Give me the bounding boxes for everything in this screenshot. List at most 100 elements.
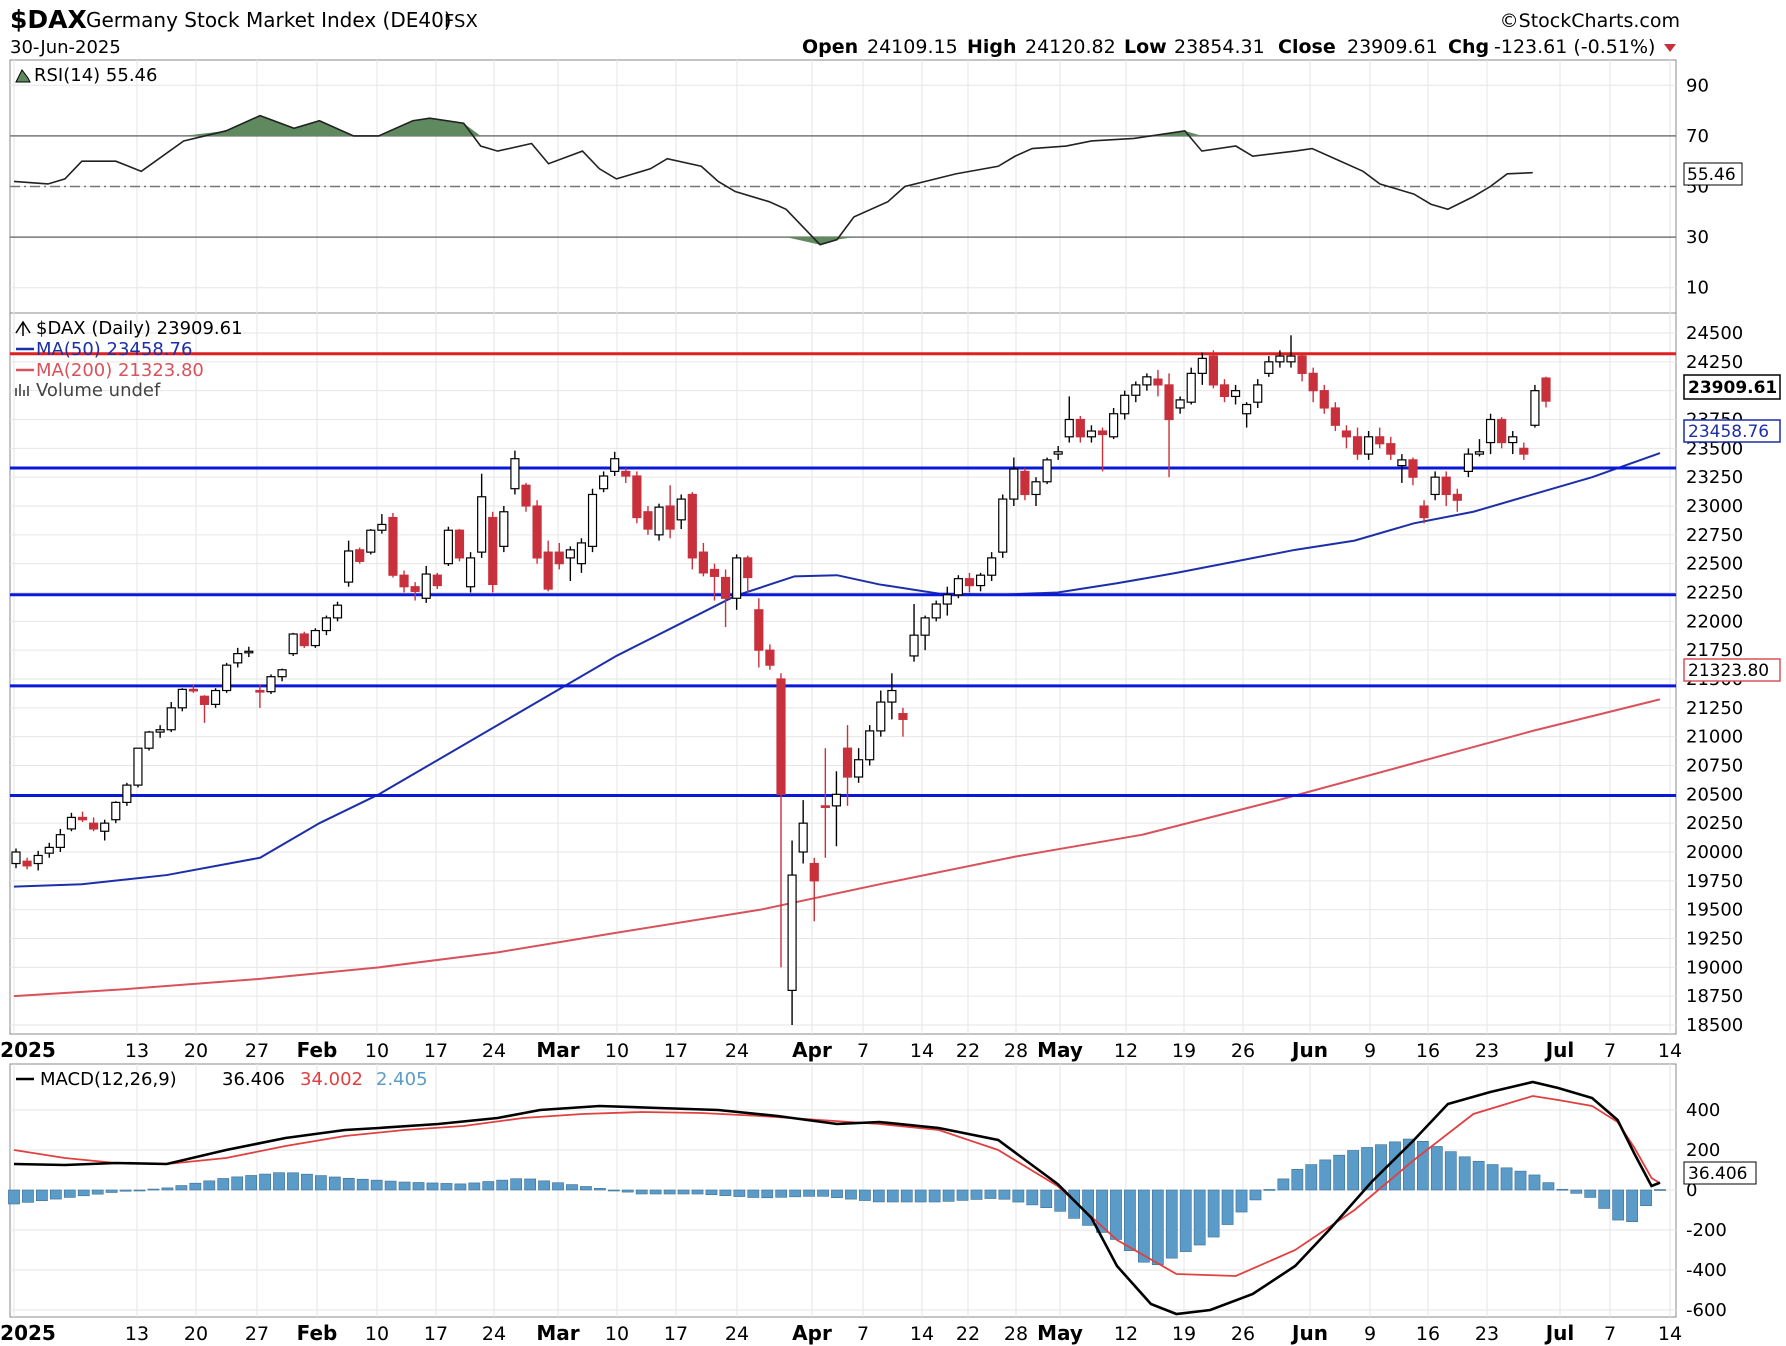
x-tick-label-price: 12 [1114, 1040, 1138, 1062]
candle-body [1219, 384, 1230, 398]
candle-body [787, 874, 797, 991]
x-tick-label-macd: Apr [792, 1321, 832, 1345]
x-tick-label-price: Jul [1544, 1038, 1575, 1062]
candle [377, 514, 387, 534]
candle [454, 529, 465, 562]
macd-histogram-bar [22, 1189, 34, 1203]
candle-body [44, 846, 54, 854]
macd-histogram-bar [1584, 1189, 1597, 1198]
quote-date: 30-Jun-2025 [10, 37, 121, 58]
candle-body [488, 516, 498, 586]
candle [632, 471, 642, 524]
candle-body [1474, 451, 1485, 455]
macd-histogram-bar [1179, 1189, 1192, 1252]
candle-body [1009, 468, 1019, 500]
candle-body [610, 458, 620, 473]
candle-body [709, 568, 720, 577]
macd-histogram-bar [1012, 1189, 1025, 1203]
candle-body [1086, 430, 1097, 438]
macd-histogram-bar [147, 1188, 160, 1191]
candle [554, 542, 564, 570]
candle-body [1330, 407, 1340, 426]
candle [1253, 379, 1263, 408]
candle [565, 546, 575, 581]
candle-body [33, 854, 43, 865]
candle [676, 494, 686, 530]
x-tick-label-price: Apr [792, 1038, 832, 1062]
candle-body [1286, 355, 1296, 363]
x-tick-label-price: 24 [725, 1040, 749, 1062]
candle-body [432, 574, 442, 587]
rsi-icon [15, 69, 31, 83]
candle [33, 850, 43, 871]
macd-histogram-bar [607, 1189, 620, 1192]
candle-body [931, 603, 941, 619]
price-tick-label: 20500 [1686, 784, 1743, 805]
candle-body [344, 550, 354, 583]
macd-histogram-bar [524, 1178, 536, 1191]
macd-histogram-bar [1500, 1167, 1513, 1191]
macd-histogram-bar [1640, 1189, 1652, 1207]
macd-legend-value: 36.406 [222, 1069, 285, 1090]
macd-histogram-bar [1333, 1154, 1346, 1191]
price-tick-label: 21250 [1686, 698, 1743, 719]
candle-body [310, 629, 320, 647]
x-tick-label-macd: Mar [536, 1321, 579, 1345]
price-tick-label: 20750 [1686, 756, 1743, 777]
macd-signal-line [13, 1095, 1661, 1277]
macd-histogram-bar [1263, 1189, 1276, 1191]
rsi-tick-label: 10 [1686, 278, 1709, 299]
macd-histogram-bar [1249, 1189, 1262, 1201]
ma200-badge-text: 21323.80 [1688, 661, 1769, 681]
candle [488, 511, 498, 593]
candle [66, 812, 77, 832]
x-tick-label-price: 7 [857, 1040, 869, 1062]
macd-histogram-bar [621, 1189, 634, 1193]
macd-histogram-bar [287, 1172, 299, 1191]
macd-histogram-bar [259, 1173, 271, 1191]
candle-body [1175, 399, 1185, 409]
candle-body [621, 470, 631, 477]
candle-body [255, 689, 265, 693]
price-tick-label: 19500 [1686, 900, 1743, 921]
candle-body [1352, 436, 1363, 455]
x-tick-label-macd: 10 [605, 1323, 629, 1345]
candle-body [665, 505, 675, 530]
macd-histogram-bar [705, 1189, 718, 1195]
macd-histogram-bar [747, 1189, 760, 1198]
macd-badge: 36.406 [1683, 1161, 1757, 1185]
price-tick-label: 20000 [1686, 842, 1743, 863]
candle-body [1386, 443, 1396, 455]
open-value: 24109.15 [867, 36, 958, 58]
candle [1153, 369, 1163, 397]
x-tick-label-price: May [1037, 1038, 1083, 1062]
candle [1386, 436, 1396, 460]
macd-histogram-bar [1096, 1189, 1108, 1233]
price-tick-label: 23250 [1686, 467, 1743, 488]
candle-body [122, 784, 132, 804]
candle [665, 485, 675, 539]
x-tick-label-price: 14 [1658, 1040, 1682, 1062]
candle [1297, 353, 1307, 382]
candle [532, 500, 542, 564]
candle [953, 575, 963, 599]
candle-body [465, 557, 476, 588]
macd-tick-label: -200 [1686, 1220, 1727, 1241]
macd-line [13, 1080, 1661, 1316]
ma50-badge-box [1683, 419, 1781, 443]
candle [698, 542, 708, 577]
candle [199, 695, 210, 723]
macd-histogram-bar [733, 1189, 746, 1197]
candle-body [1142, 376, 1152, 386]
index-name: Germany Stock Market Index (DE40) [86, 8, 452, 32]
candle [964, 572, 975, 593]
candle-body [1053, 451, 1063, 455]
candle-body [953, 578, 963, 596]
price-tick-label: 18500 [1686, 1015, 1743, 1036]
candle [1308, 367, 1318, 403]
candle-body [920, 617, 930, 636]
macd-histogram-bar [1054, 1189, 1067, 1212]
candle [709, 563, 720, 601]
price-tick-label: 23000 [1686, 496, 1743, 517]
candle-body [898, 712, 908, 720]
